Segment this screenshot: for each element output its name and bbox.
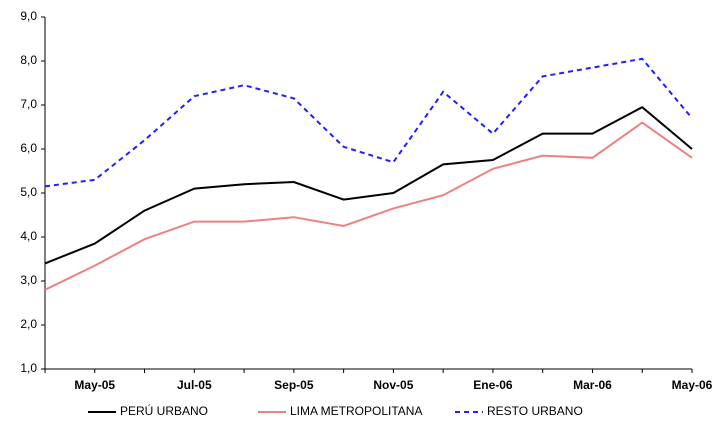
x-tick-label: May-06 — [672, 378, 713, 392]
x-tick-label: Mar-06 — [573, 378, 612, 392]
y-tick-label: 5,0 — [20, 185, 37, 199]
legend-label: RESTO URBANO — [487, 404, 583, 418]
legend-label: PERÚ URBANO — [120, 403, 208, 418]
x-tick-label: Nov-05 — [373, 378, 413, 392]
y-tick-label: 2,0 — [20, 317, 37, 331]
y-tick-label: 7,0 — [20, 97, 37, 111]
y-tick-label: 6,0 — [20, 141, 37, 155]
y-tick-label: 4,0 — [20, 229, 37, 243]
series-line — [44, 57, 693, 188]
x-tick-label: Sep-05 — [274, 378, 314, 392]
legend-label: LIMA METROPOLITANA — [290, 404, 422, 418]
series-line — [44, 106, 693, 265]
series-line — [44, 121, 693, 291]
y-tick-label: 3,0 — [20, 273, 37, 287]
x-tick-label: Ene-06 — [473, 378, 513, 392]
x-tick-label: Jul-05 — [177, 378, 212, 392]
y-tick-label: 1,0 — [20, 361, 37, 375]
y-tick-label: 9,0 — [20, 9, 37, 23]
y-tick-label: 8,0 — [20, 53, 37, 67]
x-tick-label: May-05 — [74, 378, 115, 392]
